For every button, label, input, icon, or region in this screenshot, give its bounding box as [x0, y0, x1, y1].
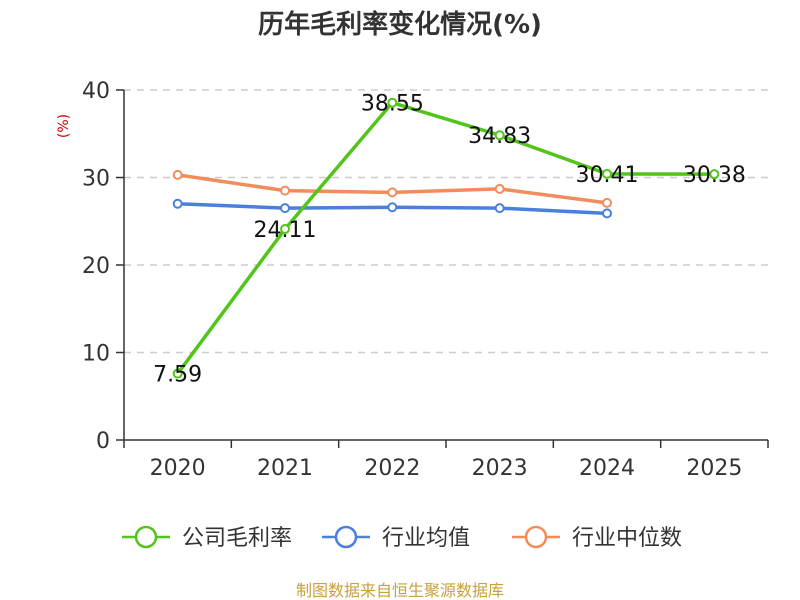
y-axis-label: (%) — [56, 114, 72, 138]
y-tick-label: 0 — [96, 429, 110, 454]
data-point[interactable] — [602, 208, 612, 219]
x-tick-label-2023: 2023 — [472, 456, 528, 481]
series-lines — [172, 97, 720, 379]
y-tick-label: 40 — [82, 79, 110, 104]
data-point[interactable] — [172, 169, 183, 180]
data-point[interactable] — [494, 183, 505, 194]
data-point[interactable] — [602, 168, 612, 179]
legend-marker — [134, 525, 158, 549]
data-point[interactable] — [172, 198, 183, 209]
data-label: 7.59 — [153, 363, 202, 388]
legend-item-0[interactable]: 公司毛利率 — [122, 525, 292, 551]
legend-item-1[interactable]: 行业均值 — [322, 525, 470, 551]
grid-lines — [124, 89, 768, 354]
x-tick-label-2021: 2021 — [257, 456, 313, 481]
legend-item-2[interactable]: 行业中位数 — [512, 525, 682, 551]
legend-marker — [334, 525, 358, 549]
source-note: 制图数据来自恒生聚源数据库 — [296, 581, 504, 600]
x-tick-label-2025: 2025 — [686, 456, 742, 481]
series-line-0[interactable] — [175, 100, 717, 376]
data-point[interactable] — [280, 224, 290, 235]
data-point[interactable] — [494, 130, 505, 141]
data-label: 38.55 — [361, 92, 424, 117]
legend-label: 行业中位数 — [572, 526, 682, 551]
x-tick-label-2024: 2024 — [579, 456, 635, 481]
x-tick-label-2020: 2020 — [150, 456, 206, 481]
chart-title: 历年毛利率变化情况(%) — [258, 9, 542, 40]
y-tick-label: 30 — [82, 167, 110, 192]
legend-label: 公司毛利率 — [182, 526, 292, 551]
data-point[interactable] — [387, 97, 398, 108]
data-label: 24.11 — [254, 218, 317, 243]
x-tick-label-2022: 2022 — [364, 456, 420, 481]
data-point[interactable] — [172, 368, 183, 379]
data-point[interactable] — [280, 185, 290, 196]
data-point[interactable] — [494, 203, 505, 214]
data-point[interactable] — [387, 187, 398, 198]
y-tick-label: 10 — [82, 342, 110, 367]
y-tick-label: 20 — [82, 254, 110, 279]
data-label: 30.38 — [683, 163, 746, 188]
data-label: 30.41 — [576, 163, 639, 188]
data-point[interactable] — [709, 169, 720, 180]
axes: 0 10 20 30 40 2020 2021 2022 2023 2024 2025 — [82, 79, 769, 481]
data-point[interactable] — [602, 197, 612, 208]
data-labels: 7.59 24.11 38.55 34.83 30.41 30.38 — [153, 92, 746, 388]
legend-marker — [524, 525, 548, 549]
data-point[interactable] — [387, 202, 398, 213]
data-point[interactable] — [280, 203, 290, 214]
legend-label: 行业均值 — [382, 526, 470, 551]
data-label: 34.83 — [468, 124, 531, 149]
legend[interactable]: 公司毛利率 行业均值 行业中位数 — [122, 525, 682, 551]
